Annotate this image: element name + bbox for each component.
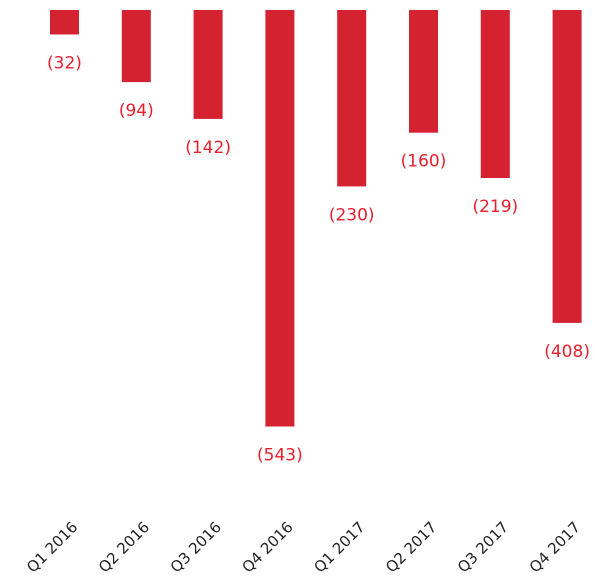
data-label-q3-2016: (142) <box>185 138 231 158</box>
value-labels-group: (32) (94) (142) (543) (230) (160) (219) (408) <box>47 54 590 466</box>
data-label-q2-2016: (94) <box>119 101 154 121</box>
bar-q2-2016 <box>121 10 151 83</box>
bars-group <box>50 10 582 427</box>
data-label-q3-2017: (219) <box>472 197 518 217</box>
bar-q3-2017 <box>480 10 510 178</box>
bar-q1-2017 <box>337 10 367 187</box>
data-label-q4-2016: (543) <box>257 446 303 466</box>
data-label-q4-2017: (408) <box>544 342 590 362</box>
x-axis-tick-labels: Q1 2016 Q2 2016 Q3 2016 Q4 2016 Q1 2017 Q2 20… <box>23 518 584 576</box>
x-tick-label-q1-2016: Q1 2016 <box>23 518 81 576</box>
bar-q2-2017 <box>409 10 438 133</box>
x-tick-label-q2-2016: Q2 2016 <box>95 518 153 576</box>
x-tick-label-q4-2016: Q4 2016 <box>239 518 297 576</box>
x-tick-label-q1-2017: Q1 2017 <box>310 518 368 576</box>
x-tick-label-q4-2017: Q4 2017 <box>526 518 584 576</box>
bar-q3-2016 <box>193 10 223 119</box>
bar-q4-2017 <box>552 10 582 323</box>
data-label-q2-2017: (160) <box>401 152 447 172</box>
x-tick-label-q2-2017: Q2 2017 <box>382 518 440 576</box>
data-label-q1-2017: (230) <box>329 205 375 225</box>
bar-q4-2016 <box>265 10 295 427</box>
bar-q1-2016 <box>50 10 79 35</box>
x-tick-label-q3-2017: Q3 2017 <box>454 518 512 576</box>
x-tick-label-q3-2016: Q3 2016 <box>167 518 225 576</box>
data-label-q1-2016: (32) <box>47 54 82 74</box>
